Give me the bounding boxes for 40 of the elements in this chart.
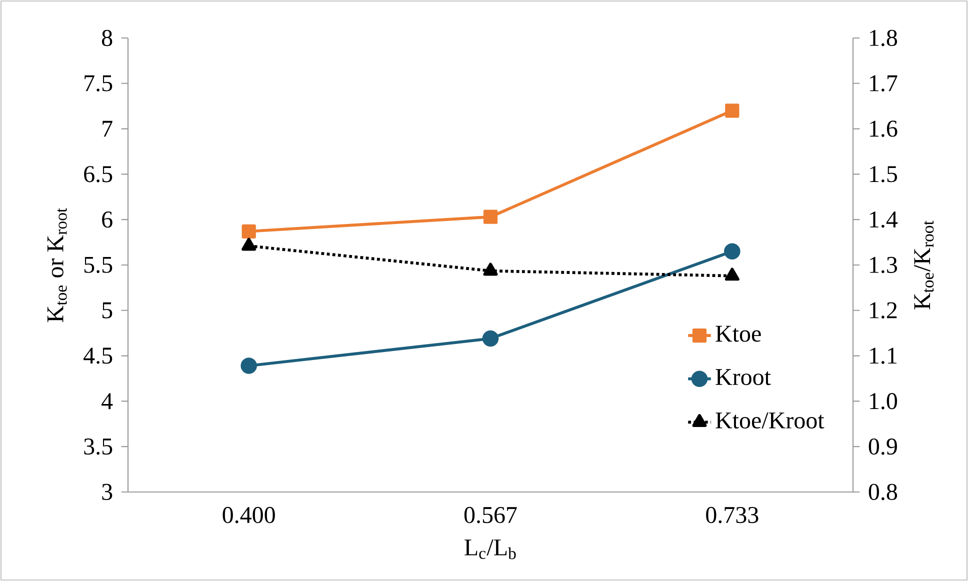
x-tick-label: 0.400	[222, 506, 275, 524]
y2-tick-label: 1.6	[870, 120, 898, 137]
y-tick-label: 5.5	[84, 256, 112, 274]
point	[242, 238, 256, 251]
y-tick-label: 4	[102, 393, 113, 410]
y2-tick-label: 1.4	[870, 211, 898, 228]
y-tick-label: 8	[102, 30, 112, 46]
y-axis-title: K$_{toe}$ or K$_{root}$	[47, 208, 67, 322]
point	[482, 330, 499, 347]
point	[724, 268, 740, 281]
y2-axis-title: K$_{toe}$/K$_{root}$	[914, 220, 934, 310]
y-tick-label: 3.5	[84, 438, 112, 455]
point	[240, 358, 257, 374]
point	[725, 104, 740, 118]
point	[242, 224, 256, 238]
point	[724, 243, 740, 260]
legend-label: Ktoe/Kroot	[716, 412, 824, 429]
y2-tick-label: 0.9	[868, 438, 897, 455]
y-tick-label: 3	[102, 484, 112, 500]
y2-tick-label: 1.5	[870, 166, 897, 182]
legend-label: Ktoe	[716, 326, 761, 342]
y-tick-label: 4.5	[84, 348, 112, 364]
y2-tick-label: 1.1	[870, 348, 896, 364]
y2-tick-label: 1.7	[870, 75, 898, 92]
x-tick-label: 0.567	[464, 506, 517, 524]
y-tick-label: 6	[102, 212, 112, 228]
y-tick-label: 7	[102, 120, 112, 137]
point	[483, 262, 498, 276]
y-tick-label: 7.5	[84, 75, 112, 92]
y2-tick-label: 0.8	[868, 484, 898, 500]
y2-tick-label: 1.8	[870, 30, 898, 46]
x-axis-title: L$_{c}$/L$_{b}$	[464, 539, 516, 560]
legend-label: Kroot	[716, 369, 771, 386]
y2-tick-label: 1.2	[870, 302, 897, 318]
y-tick-label: 5	[102, 302, 112, 318]
y2-tick-label: 1.0	[870, 393, 898, 410]
point	[483, 210, 498, 224]
y-tick-label: 6.5	[84, 166, 112, 182]
x-tick-label: 0.733	[706, 506, 758, 524]
y2-tick-label: 1.3	[870, 256, 897, 274]
